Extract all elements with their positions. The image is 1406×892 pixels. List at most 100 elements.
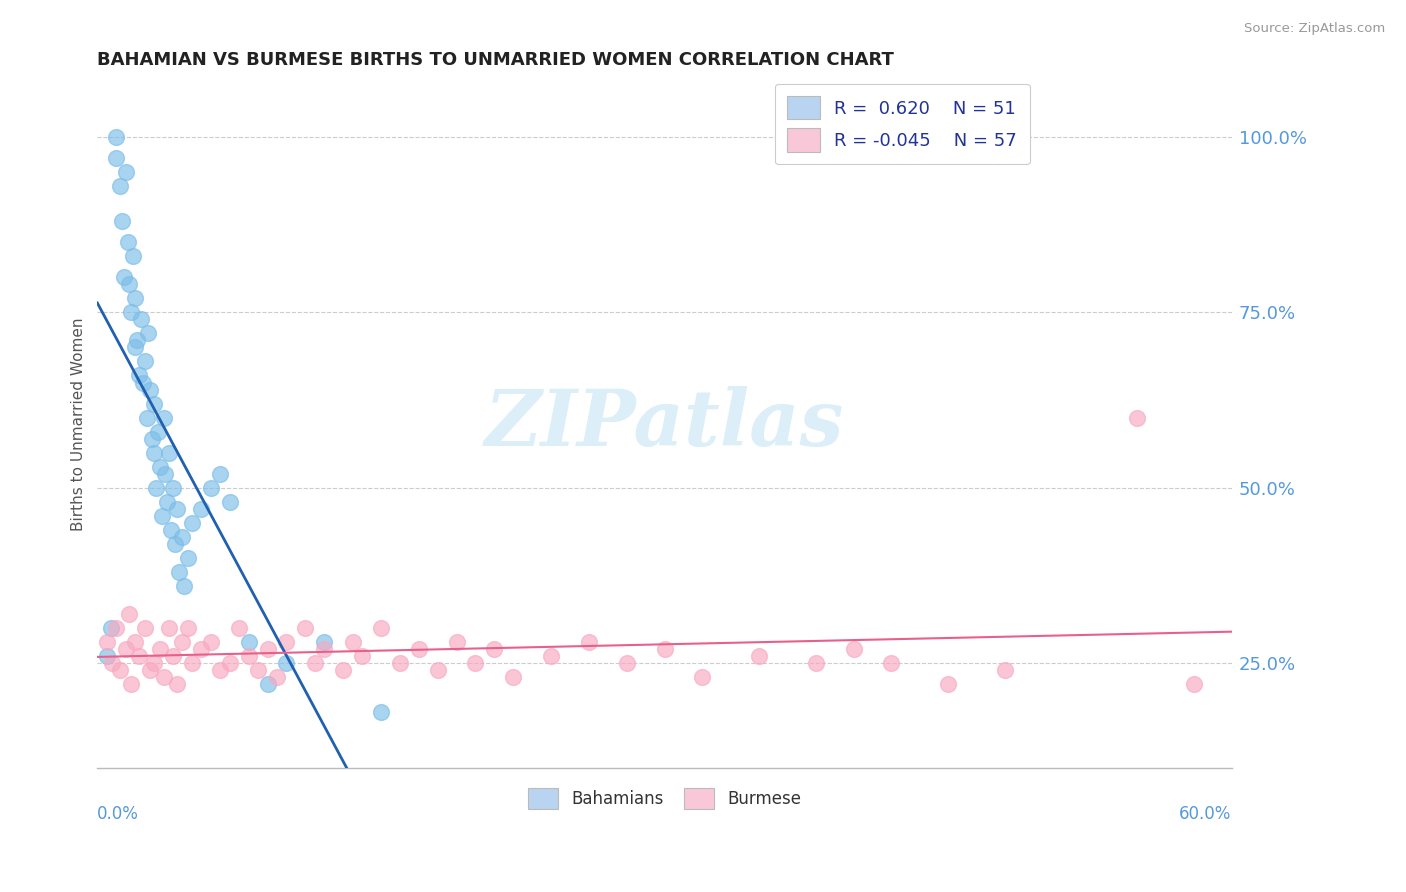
Point [125, 334, 148, 348]
Point [276, 634, 298, 648]
Point [96, 648, 118, 663]
Point [180, 656, 202, 670]
Point [124, 634, 146, 648]
Y-axis label: Births to Unmarried Women: Births to Unmarried Women [72, 318, 86, 532]
Point [936, 676, 959, 690]
Point [692, 670, 714, 684]
Point [108, 179, 131, 194]
Point [101, 656, 124, 670]
Point [370, 621, 392, 635]
Point [464, 656, 486, 670]
Point [408, 641, 430, 656]
Point [173, 579, 195, 593]
Point [124, 341, 146, 355]
Point [228, 621, 250, 635]
Point [111, 214, 134, 228]
Point [304, 656, 326, 670]
Point [1126, 410, 1149, 425]
Point [132, 376, 155, 390]
Point [578, 634, 600, 648]
Text: BAHAMIAN VS BURMESE BIRTHS TO UNMARRIED WOMEN CORRELATION CHART: BAHAMIAN VS BURMESE BIRTHS TO UNMARRIED … [97, 51, 894, 69]
Point [143, 656, 166, 670]
Point [370, 705, 392, 719]
Point [484, 641, 506, 656]
Point [276, 656, 298, 670]
Point [218, 494, 240, 508]
Text: ZIPatlas: ZIPatlas [485, 386, 844, 463]
Point [139, 663, 162, 677]
Text: 0.0%: 0.0% [97, 805, 139, 823]
Point [120, 676, 142, 690]
Point [117, 235, 139, 250]
Point [804, 656, 827, 670]
Point [994, 663, 1017, 677]
Point [138, 326, 160, 341]
Point [152, 410, 174, 425]
Point [314, 641, 336, 656]
Point [157, 621, 180, 635]
Point [880, 656, 903, 670]
Point [167, 565, 190, 579]
Point [238, 634, 260, 648]
Point [842, 641, 865, 656]
Point [105, 152, 128, 166]
Point [146, 425, 169, 439]
Point [160, 523, 183, 537]
Point [156, 494, 179, 508]
Point [149, 641, 172, 656]
Point [162, 481, 184, 495]
Text: 60.0%: 60.0% [1180, 805, 1232, 823]
Point [166, 501, 188, 516]
Point [129, 312, 152, 326]
Point [238, 648, 260, 663]
Point [446, 634, 468, 648]
Point [190, 641, 212, 656]
Point [128, 648, 150, 663]
Point [247, 663, 270, 677]
Point [149, 459, 172, 474]
Point [114, 165, 136, 179]
Point [105, 621, 128, 635]
Point [266, 670, 288, 684]
Point [118, 277, 141, 292]
Point [540, 648, 562, 663]
Point [332, 663, 354, 677]
Point [143, 445, 166, 459]
Point [105, 130, 128, 145]
Point [141, 432, 163, 446]
Point [155, 467, 177, 481]
Point [96, 634, 118, 648]
Point [112, 270, 135, 285]
Point [177, 621, 200, 635]
Point [294, 621, 316, 635]
Point [748, 648, 770, 663]
Point [177, 550, 200, 565]
Point [426, 663, 449, 677]
Point [120, 305, 142, 319]
Point [209, 467, 232, 481]
Point [124, 292, 146, 306]
Point [180, 516, 202, 530]
Point [128, 368, 150, 383]
Point [162, 648, 184, 663]
Text: Source: ZipAtlas.com: Source: ZipAtlas.com [1244, 22, 1385, 36]
Point [152, 670, 174, 684]
Point [172, 634, 194, 648]
Point [166, 676, 188, 690]
Point [134, 354, 156, 368]
Point [114, 641, 136, 656]
Point [350, 648, 373, 663]
Point [100, 621, 122, 635]
Point [1182, 676, 1205, 690]
Point [256, 641, 278, 656]
Point [342, 634, 364, 648]
Point [388, 656, 411, 670]
Point [157, 445, 180, 459]
Point [616, 656, 638, 670]
Point [200, 634, 222, 648]
Point [218, 656, 240, 670]
Point [190, 501, 212, 516]
Point [118, 607, 141, 621]
Legend: Bahamians, Burmese: Bahamians, Burmese [520, 780, 810, 818]
Point [139, 383, 162, 397]
